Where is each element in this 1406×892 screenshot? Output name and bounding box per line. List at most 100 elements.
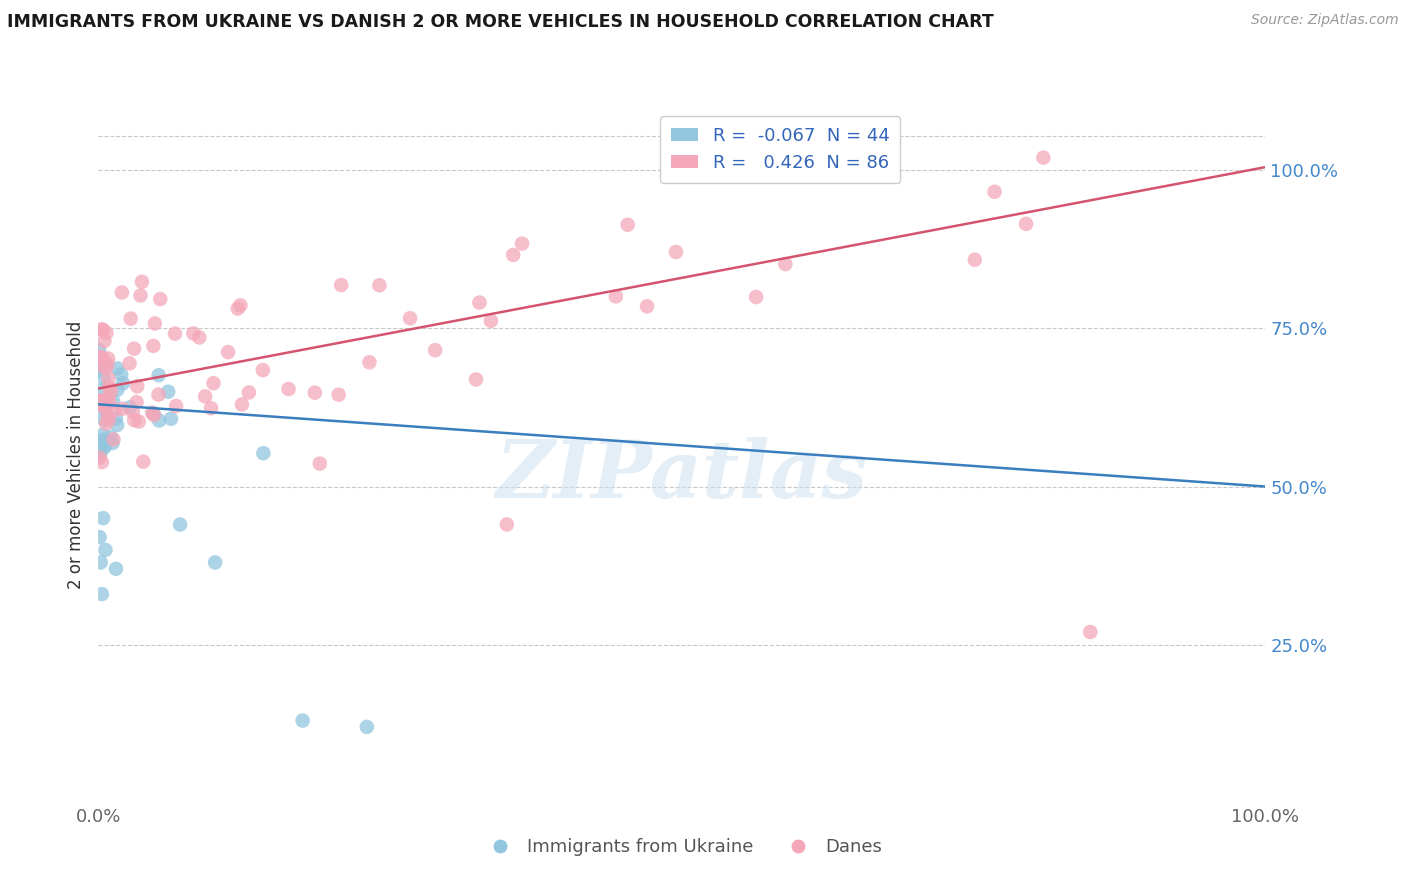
Point — [94, 399, 117, 413]
Point — [125, 395, 148, 409]
Point — [101, 436, 124, 450]
Y-axis label: 2 or more Vehicles in Household: 2 or more Vehicles in Household — [66, 321, 84, 589]
Point — [90, 455, 112, 469]
Point — [252, 363, 274, 377]
Point — [118, 401, 141, 415]
Point — [97, 351, 120, 366]
Point — [616, 218, 638, 232]
Point — [87, 363, 110, 377]
Point — [495, 517, 517, 532]
Point — [90, 394, 112, 409]
Point — [605, 289, 627, 303]
Point — [89, 397, 111, 411]
Point — [111, 285, 134, 300]
Point — [165, 399, 187, 413]
Point — [94, 357, 117, 371]
Point — [105, 383, 128, 397]
Point — [91, 438, 114, 452]
Point — [510, 236, 533, 251]
Point — [94, 417, 117, 431]
Point — [148, 413, 170, 427]
Point — [291, 714, 314, 728]
Point — [148, 387, 170, 401]
Point — [399, 311, 422, 326]
Point — [356, 720, 378, 734]
Point — [163, 326, 186, 341]
Text: ZIPatlas: ZIPatlas — [496, 437, 868, 515]
Point — [131, 275, 153, 289]
Point — [94, 542, 117, 557]
Point — [94, 361, 117, 376]
Point — [105, 417, 128, 432]
Point — [479, 314, 502, 328]
Point — [91, 442, 114, 456]
Point — [423, 343, 446, 358]
Point — [127, 379, 149, 393]
Point — [465, 372, 488, 386]
Point — [169, 517, 191, 532]
Point — [142, 406, 165, 420]
Point — [122, 342, 145, 356]
Point — [93, 334, 115, 348]
Point — [91, 322, 114, 336]
Point — [217, 345, 239, 359]
Point — [103, 433, 125, 447]
Point — [238, 385, 260, 400]
Point — [111, 376, 134, 391]
Point — [148, 368, 170, 383]
Point — [110, 368, 132, 382]
Point — [91, 351, 114, 365]
Point — [181, 326, 204, 341]
Point — [91, 427, 114, 442]
Point — [91, 511, 114, 525]
Point — [252, 446, 274, 460]
Point — [91, 323, 114, 337]
Point — [745, 290, 768, 304]
Point — [359, 355, 381, 369]
Point — [90, 556, 112, 570]
Point — [468, 295, 491, 310]
Point — [105, 361, 128, 376]
Point — [328, 387, 350, 401]
Point — [100, 384, 122, 398]
Point — [231, 397, 253, 411]
Point — [330, 278, 353, 293]
Point — [963, 252, 986, 267]
Point — [96, 357, 118, 371]
Point — [1080, 625, 1102, 640]
Point — [93, 400, 115, 414]
Point — [89, 449, 111, 463]
Point — [160, 411, 183, 425]
Point — [142, 339, 165, 353]
Point — [111, 401, 134, 416]
Point — [277, 382, 299, 396]
Point — [101, 394, 124, 409]
Text: IMMIGRANTS FROM UKRAINE VS DANISH 2 OR MORE VEHICLES IN HOUSEHOLD CORRELATION CH: IMMIGRANTS FROM UKRAINE VS DANISH 2 OR M… — [7, 13, 994, 31]
Point — [368, 278, 391, 293]
Point — [188, 330, 211, 344]
Point — [143, 317, 166, 331]
Point — [202, 376, 225, 391]
Point — [91, 433, 114, 447]
Point — [132, 455, 155, 469]
Point — [93, 371, 115, 385]
Point — [143, 408, 166, 422]
Point — [1032, 151, 1054, 165]
Point — [120, 311, 142, 326]
Point — [94, 439, 117, 453]
Point — [90, 587, 112, 601]
Point — [122, 405, 145, 419]
Point — [308, 457, 330, 471]
Point — [97, 391, 120, 405]
Point — [89, 350, 111, 364]
Point — [104, 562, 127, 576]
Point — [141, 406, 163, 420]
Point — [122, 413, 145, 427]
Point — [229, 298, 252, 312]
Legend: Immigrants from Ukraine, Danes: Immigrants from Ukraine, Danes — [474, 831, 890, 863]
Point — [96, 409, 118, 423]
Point — [194, 389, 217, 403]
Point — [502, 248, 524, 262]
Text: Source: ZipAtlas.com: Source: ZipAtlas.com — [1251, 13, 1399, 28]
Point — [97, 371, 120, 385]
